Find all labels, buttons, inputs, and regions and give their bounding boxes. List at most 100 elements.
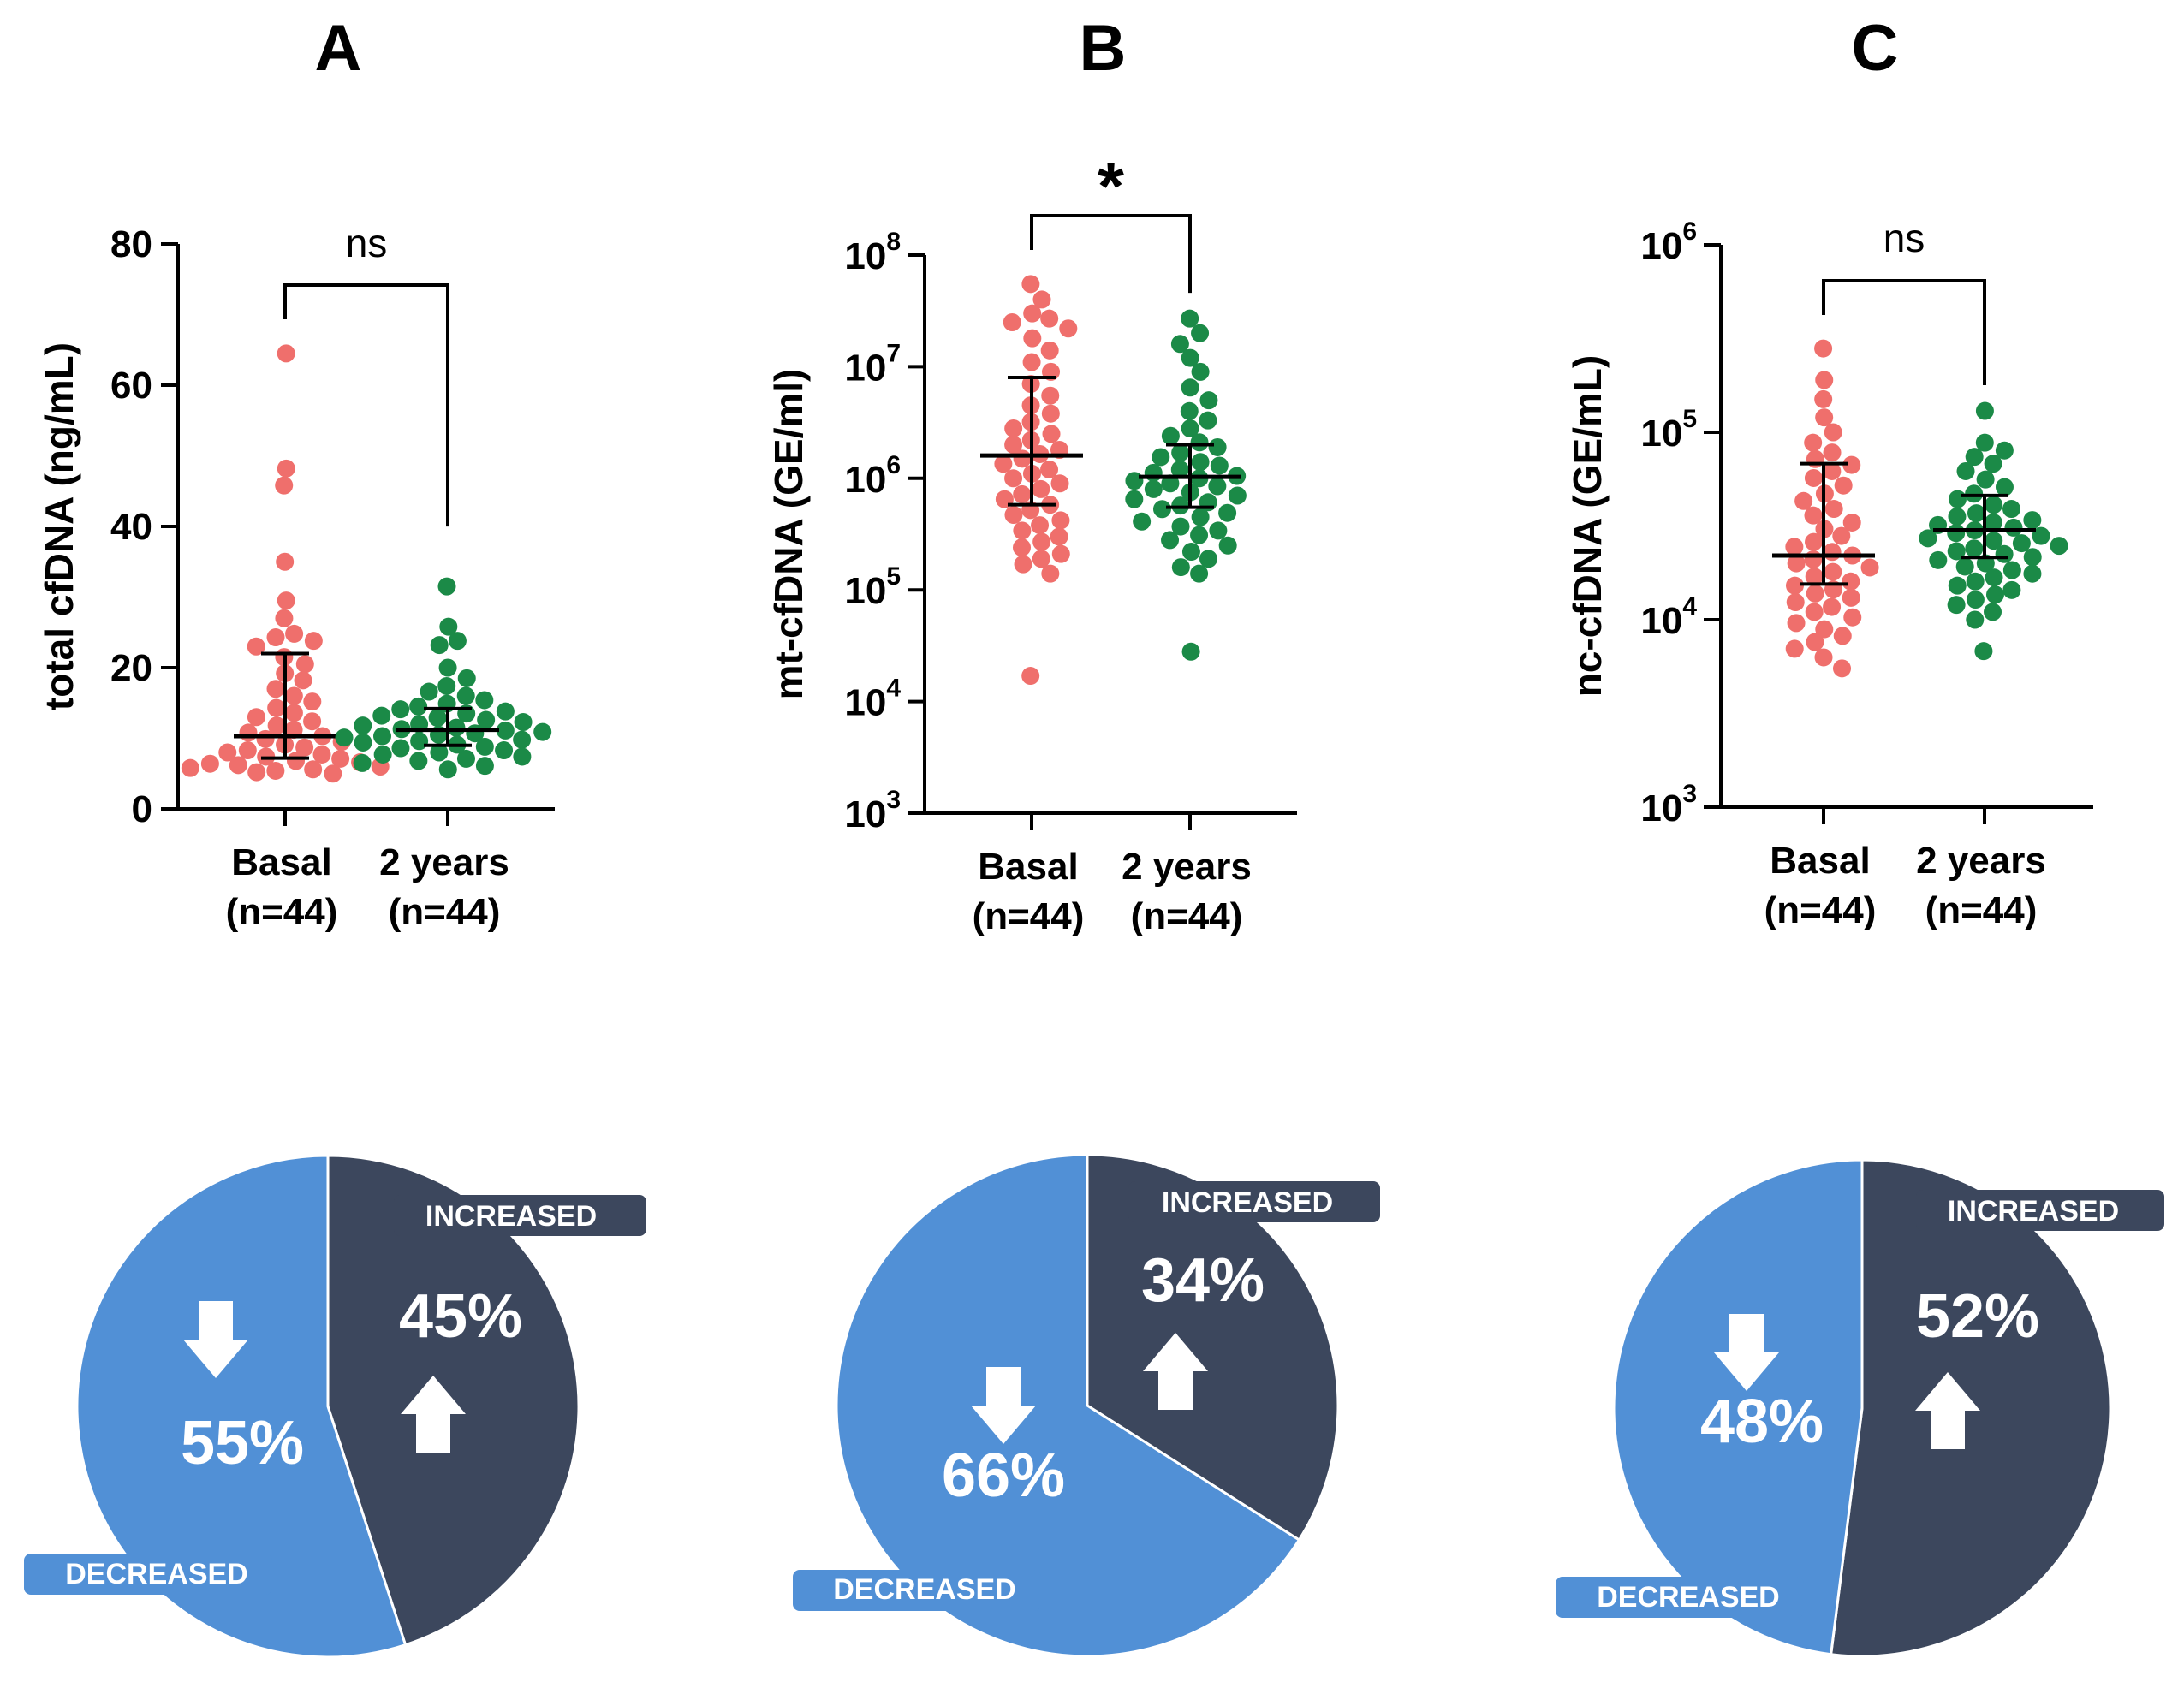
data-point-2-years [1929, 550, 1948, 569]
pie-slice-increased [1086, 1153, 1340, 1542]
data-point-basal [1806, 584, 1824, 603]
data-point-2-years [1125, 490, 1144, 508]
data-point-basal [1004, 419, 1023, 437]
data-point-basal [238, 741, 257, 760]
data-point-basal [1050, 474, 1069, 493]
data-point-basal [1824, 500, 1843, 519]
data-point-2-years [1191, 362, 1210, 381]
data-point-basal [1013, 484, 1032, 503]
panel-letter: B [1080, 12, 1127, 85]
decreased-label-box [793, 1570, 1041, 1611]
data-point-basal [1040, 309, 1059, 328]
data-point-basal [1785, 538, 1804, 556]
data-point-2-years [353, 753, 372, 772]
data-point-basal [266, 628, 285, 647]
data-point-2-years [1181, 642, 1200, 661]
y-tick-label: 103 [844, 786, 901, 835]
category-label: 2 years [379, 841, 509, 883]
data-point-2-years [475, 737, 494, 756]
data-point-basal [1804, 433, 1823, 452]
data-point-2-years [1975, 401, 1994, 420]
y-tick-label: 105 [1640, 405, 1697, 455]
data-point-2-years [457, 669, 476, 687]
data-point-basal [277, 344, 295, 363]
data-point-basal [294, 671, 312, 690]
data-point-basal [247, 637, 265, 656]
data-point-basal [1013, 521, 1032, 540]
data-point-2-years [1190, 526, 1209, 544]
down-arrow-icon [183, 1301, 248, 1378]
data-point-2-years [1171, 517, 1190, 536]
data-point-2-years [1919, 529, 1937, 548]
data-point-basal [276, 552, 295, 571]
increased-label: INCREASED [425, 1200, 597, 1233]
data-point-basal [1041, 404, 1060, 423]
data-point-basal [1013, 538, 1032, 557]
data-point-basal [303, 712, 322, 731]
data-point-2-years [533, 722, 552, 741]
data-point-2-years [1955, 557, 1974, 576]
data-point-2-years [513, 730, 532, 749]
data-point-2-years [2002, 580, 2021, 599]
data-point-basal [324, 764, 342, 783]
data-point-basal [267, 716, 286, 735]
data-point-2-years [2002, 500, 2021, 519]
decreased-label: DECREASED [65, 1558, 247, 1590]
data-point-2-years [1181, 543, 1200, 562]
data-point-basal [303, 692, 322, 711]
data-point-2-years [1133, 512, 1152, 531]
data-point-2-years [437, 676, 456, 695]
decreased-label-box [24, 1554, 272, 1595]
data-point-basal [1815, 620, 1834, 639]
data-point-basal [1823, 443, 1842, 462]
data-point-2-years [1170, 460, 1189, 478]
data-point-2-years [1199, 391, 1218, 410]
data-point-2-years [1191, 508, 1210, 526]
data-point-basal [1040, 341, 1059, 360]
y-tick-label: 106 [844, 451, 901, 501]
data-point-basal [1003, 313, 1021, 332]
significance-bracket [1822, 279, 1986, 386]
data-point-2-years [391, 700, 410, 719]
data-point-2-years [1199, 550, 1217, 568]
significance-label: ns [346, 221, 388, 265]
increased-percent: 52% [1916, 1282, 2039, 1351]
category-label: 2 years [1122, 846, 1252, 888]
data-point-2-years [1209, 521, 1228, 540]
data-point-2-years [1985, 532, 2003, 550]
data-point-basal [1814, 339, 1833, 358]
y-tick-label: 60 [110, 365, 152, 407]
data-point-basal [256, 729, 275, 748]
data-point-basal [1041, 386, 1060, 405]
data-point-basal [1805, 603, 1824, 621]
data-point-basal [1805, 568, 1824, 586]
data-point-2-years [1965, 448, 1984, 467]
data-point-2-years [475, 757, 494, 776]
data-point-2-years [1180, 401, 1199, 420]
data-point-2-years [372, 727, 391, 746]
data-point-2-years [1976, 470, 1995, 489]
data-point-basal [1824, 423, 1842, 442]
data-point-2-years [1152, 448, 1170, 467]
data-point-2-years [1181, 309, 1199, 328]
data-point-basal [266, 761, 285, 780]
data-point-basal [1787, 614, 1806, 633]
y-tick-label: 108 [844, 228, 901, 277]
category-n-label: (n=44) [1925, 889, 2038, 931]
data-point-2-years [2032, 526, 2050, 545]
category-label: 2 years [1916, 840, 2046, 882]
y-tick-label: 103 [1640, 780, 1697, 829]
data-point-2-years [1191, 324, 1210, 342]
data-point-basal [275, 476, 294, 495]
category-label: Basal [978, 846, 1078, 888]
category-n-label: (n=44) [1131, 895, 1243, 937]
y-axis-label: total cfDNA (ng/mL) [37, 342, 81, 710]
increased-percent: 45% [399, 1282, 522, 1351]
data-point-basal [239, 723, 258, 742]
down-arrow-icon [1714, 1314, 1779, 1391]
y-tick-label: 104 [844, 675, 901, 724]
category-n-label: (n=44) [1764, 889, 1877, 931]
data-point-2-years [1948, 576, 1967, 595]
data-point-2-years [438, 760, 457, 779]
